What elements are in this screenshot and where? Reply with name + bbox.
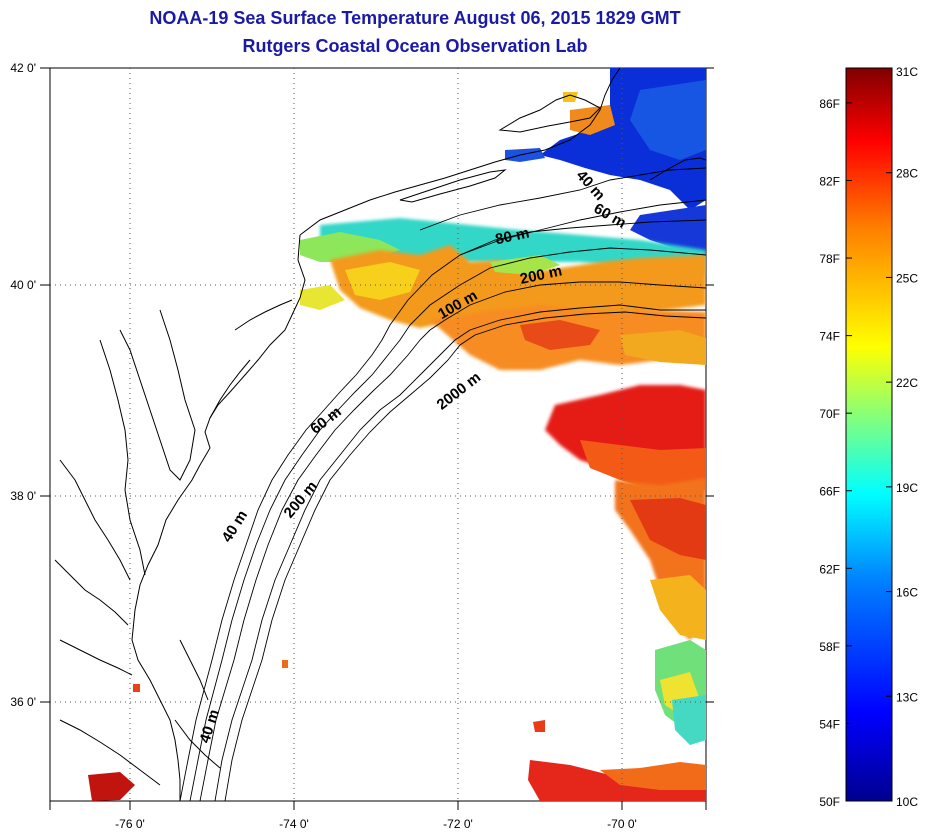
colorbar: 86F 82F 78F 74F 70F 66F 62F 58F 54F 50F 31C 28C 25C…	[819, 65, 918, 809]
cold-water-shelf-east	[630, 205, 706, 255]
lon-tick-labels: -76 0' -74 0' -72 0' -70 0'	[115, 817, 637, 831]
lat-tick-labels: 42 0' 40 0' 38 0' 36 0'	[10, 61, 36, 709]
small-red-2	[282, 660, 288, 668]
warm-bay	[563, 92, 578, 102]
colorbar-f-label: 66F	[819, 485, 840, 499]
colorbar-f-label: 70F	[819, 407, 840, 421]
colorbar-gradient	[845, 67, 893, 802]
gulf-stream-orange	[580, 440, 706, 492]
shelf-warm-green-patch	[490, 255, 560, 275]
small-red-3	[133, 684, 140, 692]
colorbar-f-label: 54F	[819, 717, 840, 731]
colorbar-c-label: 25C	[896, 271, 918, 285]
lon-label-76: -76 0'	[115, 817, 145, 831]
colorbar-f-label: 62F	[819, 562, 840, 576]
colorbar-f-label: 82F	[819, 174, 840, 188]
colorbar-c-label: 28C	[896, 167, 918, 181]
lon-grid-lines	[129, 68, 623, 801]
colorbar-fahrenheit-labels: 86F 82F 78F 74F 70F 66F 62F 58F 54F 50F	[819, 97, 852, 809]
lat-label-38: 38 0'	[10, 489, 36, 503]
lat-label-40: 40 0'	[10, 278, 36, 292]
lon-label-72: -72 0'	[443, 817, 473, 831]
axis-ticks	[40, 67, 714, 810]
lat-label-42: 42 0'	[10, 61, 36, 75]
colorbar-c-label: 31C	[896, 65, 918, 79]
gulf-stream-south-red	[630, 498, 706, 560]
south-water-cyan	[672, 695, 706, 745]
shelf-warm-orange	[330, 245, 706, 328]
small-red-1	[533, 720, 545, 732]
colorbar-c-label: 10C	[896, 795, 918, 809]
colorbar-f-label: 78F	[819, 252, 840, 266]
colorbar-c-label: 13C	[896, 690, 918, 704]
south-bottom-orange	[600, 762, 706, 790]
colorbar-celsius-labels: 31C 28C 25C 22C 19C 16C 13C 10C	[886, 65, 918, 809]
pamlico-red	[88, 772, 135, 801]
lon-label-74: -74 0'	[279, 817, 309, 831]
colorbar-f-label: 86F	[819, 97, 840, 111]
colorbar-f-label: 58F	[819, 640, 840, 654]
lat-label-36: 36 0'	[10, 695, 36, 709]
colorbar-c-label: 19C	[896, 481, 918, 495]
colorbar-f-label: 74F	[819, 330, 840, 344]
shelf-warm-yellow-2	[300, 285, 345, 310]
shelf-warm-yellow	[345, 262, 420, 300]
colorbar-c-label: 16C	[896, 586, 918, 600]
gulf-stream-patch-2	[650, 575, 706, 640]
slope-water-red	[520, 320, 600, 350]
map-title: NOAA-19 Sea Surface Temperature August 0…	[149, 8, 681, 28]
map-subtitle: Rutgers Coastal Ocean Observation Lab	[242, 36, 588, 56]
lon-label-70: -70 0'	[607, 817, 637, 831]
colorbar-c-label: 22C	[896, 376, 918, 390]
cold-water-patch	[630, 80, 706, 160]
coastline	[54, 68, 706, 801]
colorbar-f-label: 50F	[819, 795, 840, 809]
warm-water-cape-cod	[570, 105, 615, 135]
isobath-label: 80 m	[494, 225, 531, 249]
isobaths	[179, 167, 706, 801]
shelf-water-cyan	[320, 218, 706, 275]
slope-water-east	[620, 330, 706, 365]
